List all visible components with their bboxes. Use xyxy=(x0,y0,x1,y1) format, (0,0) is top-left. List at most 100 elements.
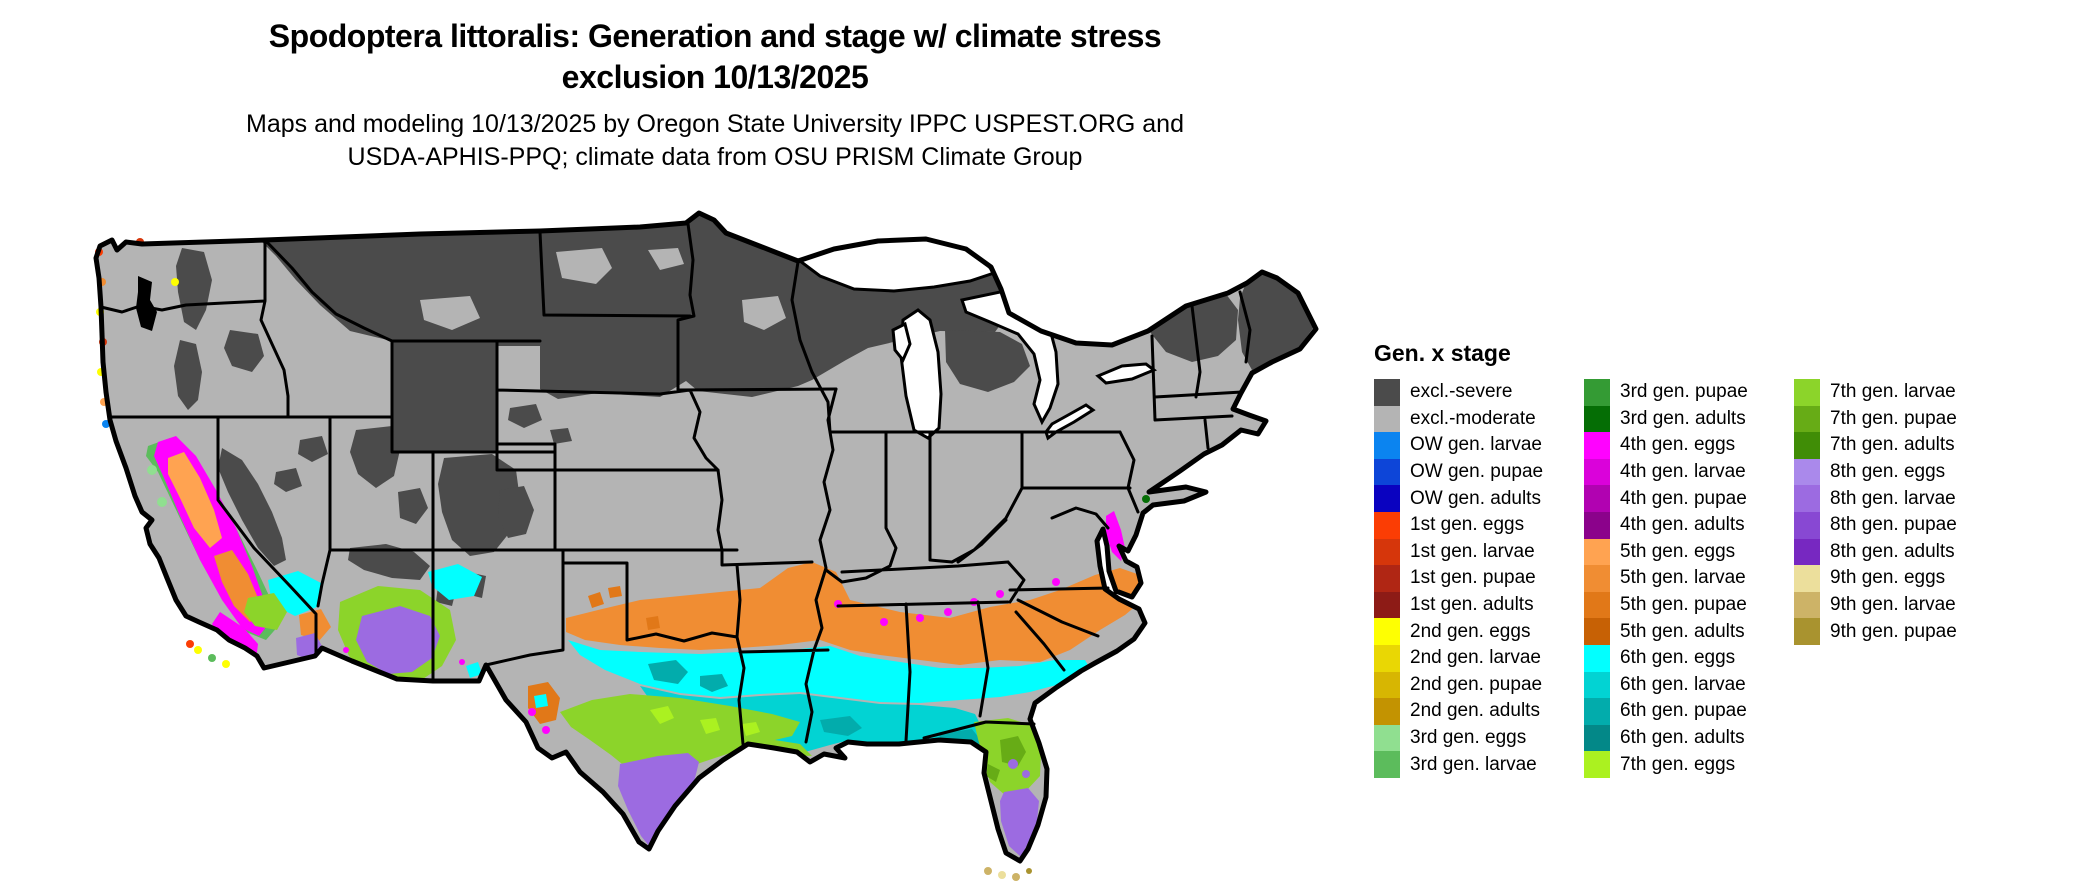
legend-entry: 5th gen. pupae xyxy=(1584,591,1794,619)
legend-entry: 6th gen. eggs xyxy=(1584,644,1794,672)
region-excl-severe-colorado xyxy=(438,454,520,556)
region-ca-lightgreen-dot xyxy=(147,465,157,475)
legend-entry: 1st gen. eggs xyxy=(1374,511,1584,539)
legend-swatch-g8_larvae xyxy=(1794,485,1820,512)
legend-column-1: excl.-severe excl.-moderate OW gen. larvae… xyxy=(1374,379,1584,778)
region-8th-gen-fl-dot xyxy=(1008,759,1018,769)
legend-swatch-excl_severe xyxy=(1374,379,1400,406)
legend-entry: 1st gen. adults xyxy=(1374,591,1584,619)
legend-swatch-g6_pupae xyxy=(1584,698,1610,725)
legend-entry: 9th gen. eggs xyxy=(1794,565,1984,592)
legend-label: 1st gen. pupae xyxy=(1410,567,1536,589)
legend-label: OW gen. larvae xyxy=(1410,434,1542,456)
state-borders-east xyxy=(790,260,1252,743)
legend-swatch-g9_eggs xyxy=(1794,565,1820,592)
legend-entry: 7th gen. pupae xyxy=(1794,405,1984,433)
legend-entry: 6th gen. pupae xyxy=(1584,698,1794,725)
legend-swatch-g4_adults xyxy=(1584,511,1610,539)
legend-entry: OW gen. adults xyxy=(1374,485,1584,512)
legend-entry: OW gen. larvae xyxy=(1374,432,1584,459)
legend-label: 3rd gen. pupae xyxy=(1620,381,1748,403)
legend-label: 2nd gen. adults xyxy=(1410,700,1540,722)
legend-swatch-g4_eggs xyxy=(1584,432,1610,459)
legend-label: 7th gen. pupae xyxy=(1830,407,1957,429)
legend-entry: 5th gen. eggs xyxy=(1584,538,1794,566)
legend-entry: 9th gen. larvae xyxy=(1794,591,1984,619)
conus-outline xyxy=(93,210,1319,864)
region-8th-gen-south-texas xyxy=(618,753,699,847)
legend-label: 8th gen. eggs xyxy=(1830,461,1946,483)
legend-swatch-g6_eggs xyxy=(1584,644,1610,672)
legend-swatch-g8_eggs xyxy=(1794,458,1820,486)
region-moderate-patches xyxy=(420,248,786,330)
region-excl-severe-wyoming xyxy=(392,341,497,452)
legend-entry: 8th gen. adults xyxy=(1794,538,1984,566)
region-ca-lightgreen-dot xyxy=(157,497,167,507)
legend-swatch-g3_adults xyxy=(1584,405,1610,433)
legend-entry: 2nd gen. larvae xyxy=(1374,644,1584,672)
legend-entry: 3rd gen. eggs xyxy=(1374,724,1584,752)
legend-swatch-g1_pupae xyxy=(1374,565,1400,592)
legend-swatch-ow_larvae xyxy=(1374,432,1400,459)
puget-sound-water xyxy=(136,276,157,331)
legend-swatch-g7_larvae xyxy=(1794,379,1820,406)
legend-swatch-g1_eggs xyxy=(1374,511,1400,539)
region-7th-gen-eggs-flecks xyxy=(650,706,760,736)
legend-label: OW gen. pupae xyxy=(1410,461,1544,483)
legend-swatch-g1_larvae xyxy=(1374,538,1400,566)
legend-label: 8th gen. larvae xyxy=(1830,487,1956,509)
legend-label: 7th gen. eggs xyxy=(1620,753,1736,775)
legend-swatch-g7_pupae xyxy=(1794,405,1820,433)
legend-swatch-g4_larvae xyxy=(1584,458,1610,486)
legend-label: 9th gen. larvae xyxy=(1830,594,1956,616)
legend-label: 6th gen. adults xyxy=(1620,727,1745,749)
legend-entry: 5th gen. adults xyxy=(1584,618,1794,645)
region-excl-severe-arizona xyxy=(348,544,456,606)
legend-entry: 3rd gen. pupae xyxy=(1584,379,1794,406)
legend-label: excl.-severe xyxy=(1410,381,1513,403)
legend-label: 5th gen. pupae xyxy=(1620,594,1747,616)
region-7th-gen-pupae-florida xyxy=(986,736,1026,782)
legend-swatch-g6_larvae xyxy=(1584,671,1610,699)
legend-label: 5th gen. larvae xyxy=(1620,567,1746,589)
legend-swatch-g3_larvae xyxy=(1374,751,1400,778)
legend-entry: 9th gen. pupae xyxy=(1794,618,1984,645)
legend-swatch-g5_larvae xyxy=(1584,565,1610,592)
legend-swatch-g7_adults xyxy=(1794,432,1820,459)
legend-swatch-g2_larvae xyxy=(1374,644,1400,672)
legend-entry: excl.-severe xyxy=(1374,379,1584,406)
legend-swatch-g6_adults xyxy=(1584,724,1610,752)
legend-entry: 3rd gen. adults xyxy=(1584,405,1794,433)
legend-column-2: 3rd gen. pupae 3rd gen. adults 4th gen. eg… xyxy=(1584,379,1794,778)
legend-label: 9th gen. pupae xyxy=(1830,620,1957,642)
legend-swatch-g3_eggs xyxy=(1374,724,1400,752)
legend-swatch-g1_adults xyxy=(1374,591,1400,619)
legend-entry: 2nd gen. eggs xyxy=(1374,618,1584,645)
legend-column-3: 7th gen. larvae 7th gen. pupae 7th gen. ad… xyxy=(1794,379,1984,778)
region-socal-desert-green xyxy=(244,593,287,630)
legend-swatch-g7_eggs xyxy=(1584,751,1610,778)
legend-label: 7th gen. adults xyxy=(1830,434,1955,456)
region-excl-severe-sierra xyxy=(218,448,286,566)
region-6th-gen-southwest-specks xyxy=(428,564,548,708)
region-8th-gen-fl-dot xyxy=(1022,770,1030,778)
region-excl-severe-michigan xyxy=(945,330,1030,392)
legend-entry: OW gen. pupae xyxy=(1374,458,1584,486)
legend-label: 7th gen. larvae xyxy=(1830,381,1956,403)
page-title-line1: Spodoptera littoralis: Generation and st… xyxy=(268,18,1162,54)
legend-swatch-g3_pupae xyxy=(1584,379,1610,406)
legend-label: 4th gen. larvae xyxy=(1620,461,1746,483)
page-title-line2: exclusion 10/13/2025 xyxy=(561,59,869,95)
legend-label: 4th gen. eggs xyxy=(1620,434,1736,456)
title-block: Spodoptera littoralis: Generation and st… xyxy=(30,16,1400,174)
legend-entry: 4th gen. adults xyxy=(1584,511,1794,539)
legend-entry: 7th gen. eggs xyxy=(1584,751,1794,778)
legend-entry: 8th gen. eggs xyxy=(1794,458,1984,486)
legend-entry: 1st gen. pupae xyxy=(1374,565,1584,592)
legend-entry: 1st gen. larvae xyxy=(1374,538,1584,566)
legend-swatch-g2_adults xyxy=(1374,698,1400,725)
region-6th-gen-band xyxy=(568,640,1092,703)
legend-label: 5th gen. eggs xyxy=(1620,540,1736,562)
legend-label: 5th gen. adults xyxy=(1620,620,1745,642)
legend-entry: 2nd gen. adults xyxy=(1374,698,1584,725)
